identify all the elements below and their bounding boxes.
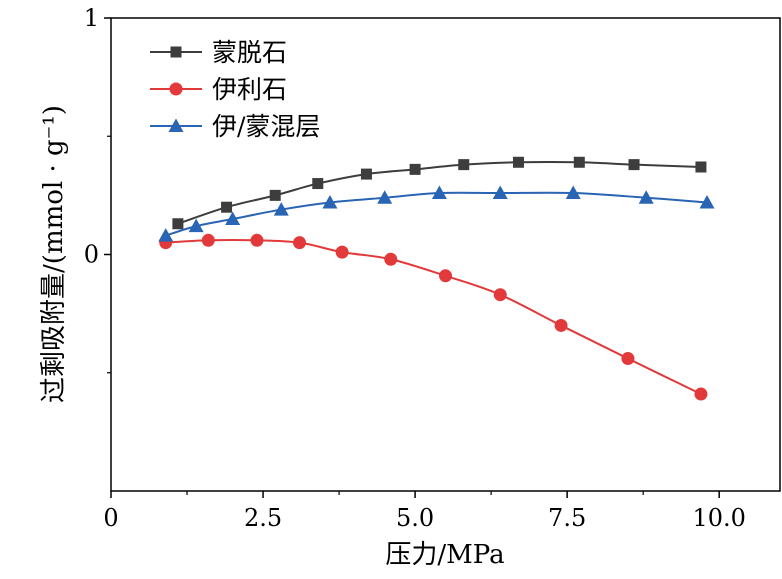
y-axis: 01 <box>84 4 111 374</box>
legend-label: 蒙脱石 <box>212 38 287 67</box>
legend-marker <box>168 118 184 132</box>
series-line <box>165 191 708 237</box>
data-point <box>384 252 398 266</box>
data-point <box>492 185 508 200</box>
data-point <box>360 168 372 180</box>
data-point <box>201 233 215 247</box>
data-point <box>322 194 338 209</box>
data-point <box>377 190 393 204</box>
data-point <box>335 245 349 259</box>
data-point <box>225 211 241 226</box>
x-tick-label: 7.5 <box>548 504 586 532</box>
data-point <box>699 194 715 209</box>
legend-label: 伊/蒙混层 <box>212 112 320 141</box>
data-point <box>565 185 581 200</box>
data-point <box>250 233 264 247</box>
x-tick-label: 2.5 <box>244 504 282 532</box>
legend-marker <box>169 82 183 96</box>
legend-label: 伊利石 <box>212 75 287 104</box>
data-point <box>172 218 184 230</box>
data-point <box>273 202 289 216</box>
data-point <box>493 288 507 302</box>
data-point <box>409 163 421 175</box>
data-point <box>621 352 635 366</box>
series-3 <box>158 185 715 242</box>
data-point <box>628 159 640 171</box>
data-point <box>269 189 281 201</box>
data-point <box>458 159 470 171</box>
series-1 <box>172 156 707 230</box>
data-point <box>431 185 447 200</box>
x-tick-label: 10.0 <box>692 504 745 532</box>
data-point <box>695 161 707 173</box>
data-point <box>158 228 174 242</box>
data-point <box>312 178 324 190</box>
data-point <box>221 201 233 213</box>
legend-item: 伊利石 <box>150 75 287 104</box>
data-point <box>512 156 524 168</box>
series-2 <box>159 233 708 401</box>
data-point <box>694 387 708 401</box>
legend-marker <box>170 46 182 58</box>
data-point <box>638 190 654 204</box>
legend-item: 蒙脱石 <box>150 38 287 67</box>
x-axis: 0 2.5 5.0 7.5 10.0 <box>103 491 746 532</box>
data-point <box>439 269 452 283</box>
y-tick-label: 1 <box>84 4 99 32</box>
x-tick-label: 0 <box>103 504 118 532</box>
x-tick-label: 5.0 <box>396 504 434 532</box>
data-point <box>573 156 585 168</box>
data-point <box>293 236 307 250</box>
x-axis-title: 压力/MPa <box>385 540 504 570</box>
series-line <box>165 239 702 395</box>
series-layer <box>158 156 715 401</box>
y-tick-label: 0 <box>84 241 99 269</box>
data-point <box>554 318 568 332</box>
y-axis-title: 过剩吸附量/(mmol · g⁻¹) <box>39 105 69 403</box>
data-point <box>188 218 204 233</box>
legend-item: 伊/蒙混层 <box>150 112 320 141</box>
